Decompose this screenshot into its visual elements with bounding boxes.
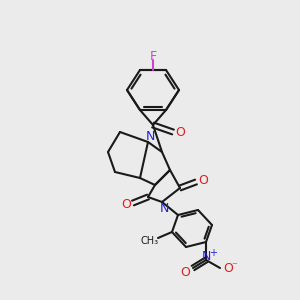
- Text: O: O: [121, 197, 131, 211]
- Text: +: +: [209, 248, 217, 258]
- Text: O: O: [198, 175, 208, 188]
- Text: N: N: [159, 202, 169, 214]
- Text: ⁻: ⁻: [231, 261, 237, 271]
- Text: O: O: [175, 125, 185, 139]
- Text: F: F: [149, 50, 157, 64]
- Text: N: N: [145, 130, 155, 142]
- Text: O: O: [223, 262, 233, 275]
- Text: O: O: [180, 266, 190, 280]
- Text: N: N: [201, 250, 211, 262]
- Text: CH₃: CH₃: [141, 236, 159, 246]
